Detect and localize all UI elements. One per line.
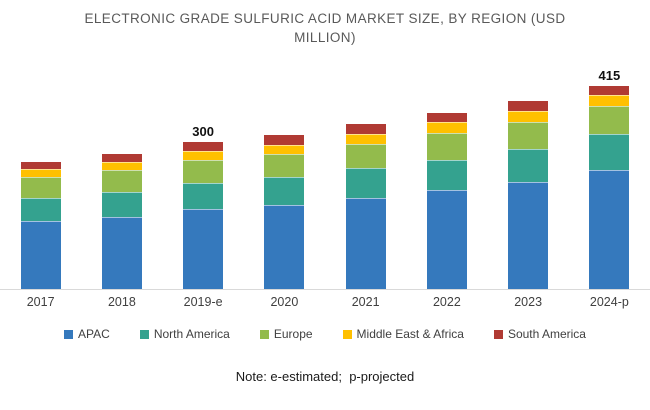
bar-column-2022 [406, 47, 487, 289]
x-axis-label-2017: 2017 [26, 295, 55, 309]
bar-segment-north-america [101, 192, 142, 217]
bar-segment-apac [20, 221, 61, 289]
bar-segment-europe [20, 176, 61, 198]
bar-segment-middle-east-africa [589, 94, 630, 106]
bar-segment-europe [508, 121, 549, 150]
bar-segment-south-america [345, 124, 386, 134]
x-axis-label-2021: 2021 [351, 295, 380, 309]
bar-column-2021 [325, 47, 406, 289]
x-axis-label-2022: 2022 [432, 295, 461, 309]
bar-segment-europe [426, 133, 467, 161]
bar-segment-north-america [426, 160, 467, 190]
bar-total-label: 300 [192, 124, 214, 140]
legend-item-north-america: North America [139, 327, 230, 341]
bar-column-2024-p: 415 [569, 47, 650, 289]
bar-column-2023 [488, 47, 569, 289]
bar-segment-apac [508, 182, 549, 289]
bar-column-2017 [0, 47, 81, 289]
plot-area: 300 415 [0, 47, 650, 290]
bar-segment-south-america [20, 161, 61, 170]
legend: APAC North America Europe Middle East & Afr… [0, 327, 650, 341]
bar-segment-north-america [264, 177, 305, 205]
bar-segment-south-america [264, 135, 305, 146]
bar-segment-north-america [345, 168, 386, 198]
bar-segment-south-america [508, 100, 549, 111]
legend-swatch-icon [493, 329, 503, 339]
legend-swatch-icon [139, 329, 149, 339]
bar-segment-north-america [20, 197, 61, 222]
stacked-bar-2023 [508, 100, 549, 289]
legend-item-europe: Europe [259, 327, 313, 341]
bar-segment-apac [183, 209, 224, 289]
stacked-bar-2019-e [183, 142, 224, 289]
stacked-bar-2024-p [589, 85, 630, 289]
bar-column-2018 [81, 47, 162, 289]
stacked-bar-2022 [426, 112, 467, 289]
legend-swatch-icon [259, 329, 269, 339]
bar-segment-apac [426, 190, 467, 289]
bar-segment-middle-east-africa [101, 162, 142, 171]
bar-segment-middle-east-africa [264, 145, 305, 154]
bar-total-label: 415 [598, 67, 621, 83]
bar-segment-europe [589, 105, 630, 135]
bar-segment-middle-east-africa [426, 122, 467, 134]
bar-segment-south-america [426, 112, 467, 123]
footnote: Note: e-estimated; p-projected [235, 369, 415, 384]
legend-label: Europe [273, 327, 313, 341]
bar-segment-middle-east-africa [345, 133, 386, 144]
legend-label: Middle East & Africa [356, 327, 464, 341]
bar-column-2020 [244, 47, 325, 289]
bar-segment-south-america [101, 153, 142, 163]
legend-label: North America [153, 327, 230, 341]
x-axis-label-2018: 2018 [107, 295, 136, 309]
bar-segment-middle-east-africa [20, 169, 61, 177]
bar-segment-apac [589, 170, 630, 289]
stacked-bar-2020 [264, 135, 305, 289]
stacked-bar-2017 [20, 161, 61, 289]
bar-segment-middle-east-africa [183, 151, 224, 161]
legend-label: South America [507, 327, 586, 341]
bar-segment-apac [345, 197, 386, 289]
bar-segment-europe [101, 170, 142, 192]
bar-segment-europe [264, 153, 305, 178]
chart-title: ELECTRONIC GRADE SULFURIC ACID MARKET SI… [84, 11, 566, 45]
legend-item-apac: APAC [64, 327, 110, 341]
legend-item-south-america: South America [493, 327, 586, 341]
legend-swatch-icon [64, 329, 74, 339]
legend-label: APAC [78, 327, 110, 341]
bar-segment-south-america [589, 85, 630, 95]
stacked-bar-2021 [345, 124, 386, 289]
legend-item-middle-east-africa: Middle East & Africa [342, 327, 464, 341]
bar-segment-europe [345, 143, 386, 169]
bar-segment-apac [101, 216, 142, 289]
bar-segment-north-america [589, 134, 630, 171]
x-axis-label-2024-p: 2024-p [589, 295, 629, 309]
bar-segment-middle-east-africa [508, 110, 549, 122]
bar-segment-north-america [508, 149, 549, 183]
bar-segment-apac [264, 204, 305, 289]
bar-column-2019-e: 300 [163, 47, 244, 289]
x-axis-label-2023: 2023 [514, 295, 543, 309]
x-axis-label-2019-e: 2019-e [183, 295, 223, 309]
x-axis-label-2020: 2020 [270, 295, 299, 309]
bar-segment-europe [183, 160, 224, 183]
bar-segment-north-america [183, 182, 224, 210]
legend-swatch-icon [342, 329, 352, 339]
bar-segment-south-america [183, 142, 224, 152]
x-axis-labels: 2017 2018 2019-e 2020 2021 2022 2023 2024-p [0, 290, 650, 309]
stacked-bar-2018 [101, 153, 142, 289]
